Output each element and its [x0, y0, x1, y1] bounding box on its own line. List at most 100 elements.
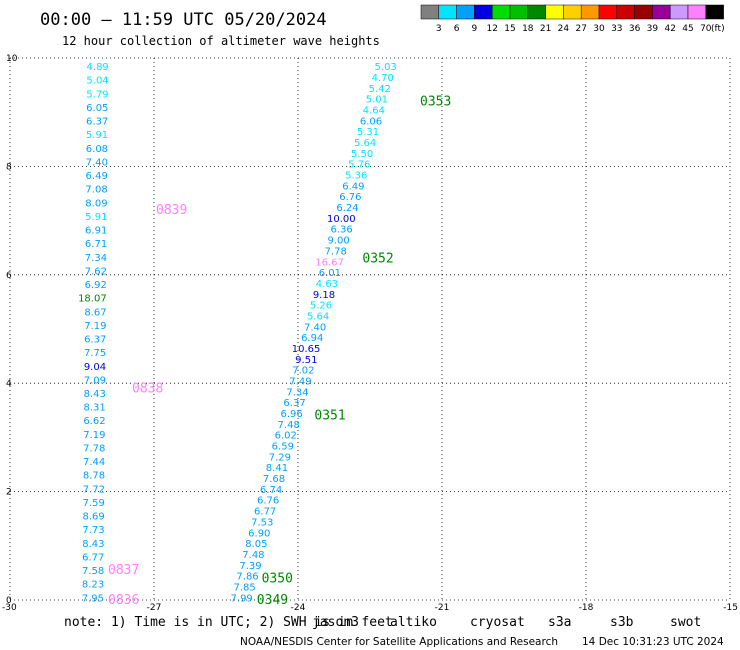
scale-label: 39: [647, 24, 659, 34]
y-tick-label: 8: [6, 162, 12, 172]
scale-swatch: [527, 4, 546, 20]
scale-swatch: [580, 4, 600, 20]
wave-height-label: 5.03: [375, 62, 397, 73]
pass-label: 0838: [132, 382, 163, 397]
wave-height-label: 6.49: [342, 181, 364, 192]
legend-entry: swot: [670, 615, 701, 630]
wave-height-label: 4.64: [363, 105, 385, 116]
wave-height-label: 4.70: [372, 73, 394, 84]
wave-height-label: 6.91: [85, 226, 107, 237]
wave-height-label: 8.09: [85, 198, 107, 209]
wave-height-label: 8.43: [82, 539, 104, 550]
wave-height-label: 6.94: [301, 333, 323, 344]
pass-label: 0839: [156, 203, 187, 218]
wave-height-label: 6.96: [280, 409, 302, 420]
wave-height-label: 7.44: [83, 457, 105, 468]
wave-height-label: 7.48: [278, 420, 300, 431]
wave-height-label: 8.41: [266, 463, 288, 474]
wave-height-label: 7.49: [289, 376, 311, 387]
scale-swatch: [545, 4, 564, 20]
wave-height-label: 5.01: [366, 95, 388, 106]
wave-height-label: 5.64: [307, 311, 329, 322]
wave-height-label: 7.78: [325, 246, 347, 257]
x-tick-label: -21: [435, 603, 450, 613]
scale-label: 6: [454, 24, 460, 34]
wave-height-label: 7.19: [84, 321, 106, 332]
wave-height-label: 7.19: [83, 430, 105, 441]
scale-swatch: [474, 4, 493, 20]
wave-height-label: 7.58: [82, 566, 104, 577]
wave-height-label: 6.37: [86, 117, 108, 128]
footer-note: note: 1) Time is in UTC; 2) SWH is in fe…: [64, 615, 393, 630]
pass-label: 0836: [108, 593, 139, 608]
wave-height-label: 5.50: [351, 149, 373, 160]
scale-label: 9: [472, 24, 478, 34]
wave-height-label: 6.74: [260, 485, 282, 496]
footer-credit: NOAA/NESDIS Center for Satellite Applica…: [240, 636, 558, 648]
y-tick-label: 2: [6, 488, 12, 498]
scale-label: 3: [436, 24, 442, 34]
pass-label: 0349: [257, 593, 288, 608]
pass-labels: 0836 0837 0838 0839 0349 0350 0351 0352 0353: [108, 94, 451, 608]
scale-label: 45: [682, 24, 693, 34]
wave-height-label: 6.02: [275, 431, 297, 442]
wave-height-label: 6.05: [86, 103, 108, 114]
wave-height-label: 6.76: [339, 192, 361, 203]
wave-height-label: 7.02: [292, 366, 314, 377]
scale-swatch: [509, 4, 529, 20]
wave-height-label: 5.31: [357, 127, 379, 138]
wave-height-label: 6.92: [85, 280, 107, 291]
wave-height-label: 6.90: [248, 528, 270, 539]
wave-height-label: 6.77: [82, 552, 104, 563]
legend-entry: s3a: [548, 615, 571, 630]
pass-label: 0352: [362, 252, 393, 267]
wave-height-label: 7.85: [233, 582, 255, 593]
x-tick-label: -24: [291, 603, 306, 613]
scale-label: 24: [558, 24, 570, 34]
scale-label: 18: [522, 24, 534, 34]
wave-height-label: 8.31: [83, 403, 105, 414]
wave-height-label: 7.34: [286, 387, 308, 398]
pass-label: 0350: [262, 571, 293, 586]
pass-label: 0351: [314, 409, 345, 424]
scale-swatch: [438, 4, 457, 20]
wave-height-label: 7.99: [231, 593, 253, 604]
pass-label: 0353: [420, 94, 451, 109]
wave-height-label: 6.37: [84, 335, 106, 346]
wave-height-label: 9.18: [313, 290, 335, 301]
chart-subtitle: 12 hour collection of altimeter wave hei…: [62, 34, 380, 48]
footer-timestamp: 14 Dec 10:31:23 UTC 2024: [582, 636, 724, 648]
x-tick-label: -18: [579, 603, 594, 613]
wave-height-label: 6.24: [336, 203, 358, 214]
wave-height-label: 4.63: [316, 279, 338, 290]
scale-label: 27: [575, 24, 586, 34]
wave-height-label: 5.76: [348, 160, 370, 171]
y-tick-label: 0: [6, 596, 12, 606]
legend-entry: cryosat: [470, 615, 525, 630]
wave-height-label: 7.95: [82, 593, 104, 604]
chart-title: 00:00 – 11:59 UTC 05/20/2024: [40, 10, 327, 30]
wave-height-label: 5.36: [345, 171, 367, 182]
wave-height-label: 7.68: [263, 474, 285, 485]
scale-label: 42: [664, 24, 675, 34]
scale-swatch: [705, 4, 724, 20]
wave-height-label: 9.51: [295, 355, 317, 366]
legend-entry: jason3: [312, 615, 359, 630]
wave-height-label: 8.67: [84, 307, 106, 318]
wave-height-label: 7.73: [82, 525, 104, 536]
scale-label: 36: [629, 24, 641, 34]
data-labels: 7.95 8.23 7.58 6.77 8.43 7.73 8.69 7.59 7.72 8.78…: [78, 62, 397, 604]
wave-height-label: 7.34: [85, 253, 107, 264]
wave-height-label: 7.86: [236, 572, 258, 583]
wave-height-label: 6.71: [85, 239, 107, 250]
wave-height-label: 6.76: [257, 496, 279, 507]
wave-height-label: 7.75: [84, 348, 106, 359]
wave-height-label: 8.69: [82, 512, 104, 523]
scale-label: 12: [486, 24, 497, 34]
wave-height-label: 8.78: [83, 471, 105, 482]
wave-height-label: 4.89: [87, 62, 109, 73]
legend: jason3 altiko cryosat s3a s3b swot: [312, 615, 701, 630]
scale-label: 70: [700, 24, 712, 34]
wave-height-label: 7.53: [251, 517, 273, 528]
